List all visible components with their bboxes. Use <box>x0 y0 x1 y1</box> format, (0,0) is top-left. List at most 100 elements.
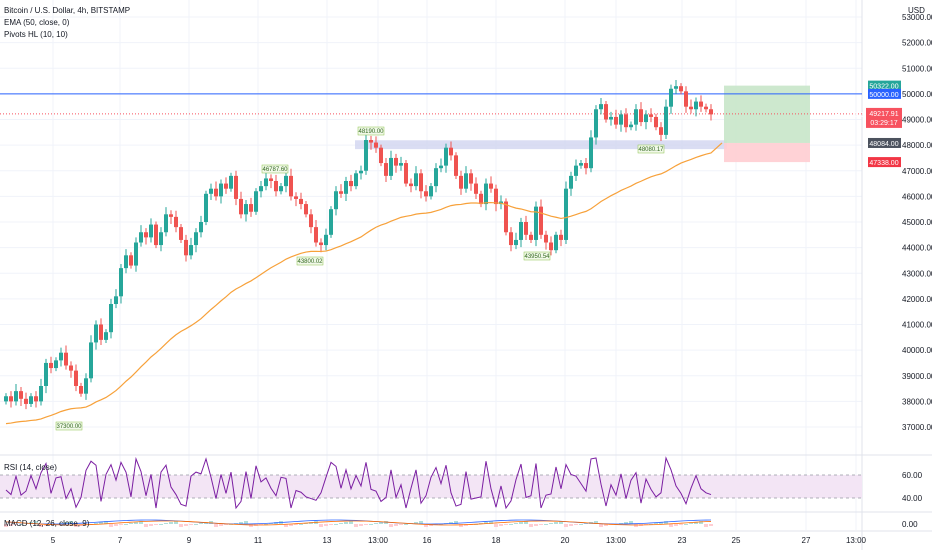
candle-body <box>134 242 138 266</box>
candle-body <box>284 175 288 187</box>
candle-body <box>469 173 473 184</box>
candle-body <box>439 165 443 169</box>
price-tick: 39000.00 <box>902 372 932 381</box>
macd-hist <box>349 521 353 524</box>
stop-price-tag: 47338.00 <box>869 160 898 167</box>
rsi-line <box>5 456 712 510</box>
candle-body <box>564 188 568 240</box>
macd-hist <box>544 524 548 525</box>
candle-body <box>424 191 428 197</box>
candle-body <box>94 324 98 343</box>
candle-body <box>29 396 33 404</box>
candle-body <box>214 188 218 197</box>
candle-body <box>204 193 208 222</box>
pivot-label: 43950.54 <box>524 254 550 260</box>
macd-hist <box>144 524 148 527</box>
macd-hist <box>219 524 223 526</box>
candle-body <box>574 165 578 176</box>
macd-hist <box>154 524 158 525</box>
macd-hist <box>304 523 308 524</box>
candle-body <box>154 224 158 246</box>
candle-body <box>194 232 198 246</box>
macd-hist <box>339 523 343 524</box>
candle-body <box>129 255 133 266</box>
candle-body <box>649 114 653 117</box>
macd-hist <box>264 524 268 525</box>
macd-hist <box>484 522 488 524</box>
macd-hist <box>319 524 323 527</box>
candle-body <box>179 227 183 240</box>
candle-body <box>364 140 368 171</box>
candle-body <box>314 227 318 243</box>
candle-body <box>309 214 313 228</box>
candle-body <box>264 178 268 187</box>
candle-body <box>249 204 253 212</box>
price-tick: 37000.00 <box>902 423 932 432</box>
macd-hist <box>34 521 38 524</box>
candle-body <box>234 175 238 199</box>
candle-body <box>324 234 328 246</box>
time-tick: 23 <box>678 536 687 545</box>
pivot-label: 37300.00 <box>56 424 82 430</box>
entry-price-tag: 48084.00 <box>869 141 898 148</box>
candle-body <box>594 109 598 138</box>
candle-body <box>689 106 693 110</box>
candle-body <box>664 106 668 135</box>
candle-body <box>429 186 433 197</box>
candle-body <box>554 234 558 251</box>
candle-body <box>699 101 703 107</box>
rsi-level-60: 60.00 <box>902 471 923 480</box>
macd-hist <box>584 523 588 524</box>
candle-body <box>519 222 523 240</box>
candle-body <box>449 147 453 156</box>
macd-hist <box>654 523 658 524</box>
macd-hist <box>224 524 228 525</box>
candle-body <box>114 296 118 304</box>
candle-body <box>44 362 48 386</box>
macd-hist <box>239 522 243 524</box>
pivot-label: 48190.00 <box>358 129 384 135</box>
macd-hist <box>64 522 68 524</box>
candle-body <box>444 147 448 166</box>
candle-body <box>669 88 673 107</box>
macd-hist <box>439 524 443 525</box>
symbol-title: Bitcoin / U.S. Dollar, 4h, BITSTAMP <box>4 6 131 15</box>
macd-hist <box>329 524 333 525</box>
macd-hist <box>179 524 183 527</box>
time-tick: 11 <box>254 536 263 545</box>
macd-hist <box>524 521 528 524</box>
macd-hist <box>284 524 288 527</box>
pivot-label: 46787.60 <box>262 167 288 173</box>
candle-body <box>494 188 498 205</box>
candle-body <box>584 163 588 169</box>
macd-hist <box>419 521 423 524</box>
price-tick: 49000.00 <box>902 116 932 125</box>
candle-body <box>384 163 388 176</box>
macd-hist <box>404 524 408 525</box>
candle-body <box>269 178 273 181</box>
price-tick: 46000.00 <box>902 192 932 201</box>
macd-hist <box>529 524 533 527</box>
candle-body <box>219 183 223 197</box>
candle-body <box>604 104 608 120</box>
macd-hist <box>494 524 498 527</box>
macd-hist <box>134 522 138 524</box>
macd-hist <box>414 522 418 524</box>
currency-label: USD <box>908 6 925 15</box>
macd-hist <box>684 524 688 525</box>
support-zone <box>355 140 727 150</box>
price-tick: 48000.00 <box>902 141 932 150</box>
macd-hist <box>424 524 428 527</box>
macd-hist <box>259 524 263 525</box>
macd-hist <box>599 524 603 527</box>
macd-hist <box>19 524 23 525</box>
macd-hist <box>299 524 303 525</box>
candle-body <box>99 324 103 340</box>
pivots-legend: Pivots HL (10, 10) <box>4 30 68 39</box>
candle-body <box>199 222 203 233</box>
macd-hist <box>4 524 8 527</box>
candle-body <box>404 163 408 184</box>
macd-legend: MACD (12, 26, close, 9) <box>4 519 90 528</box>
candle-body <box>229 175 233 189</box>
